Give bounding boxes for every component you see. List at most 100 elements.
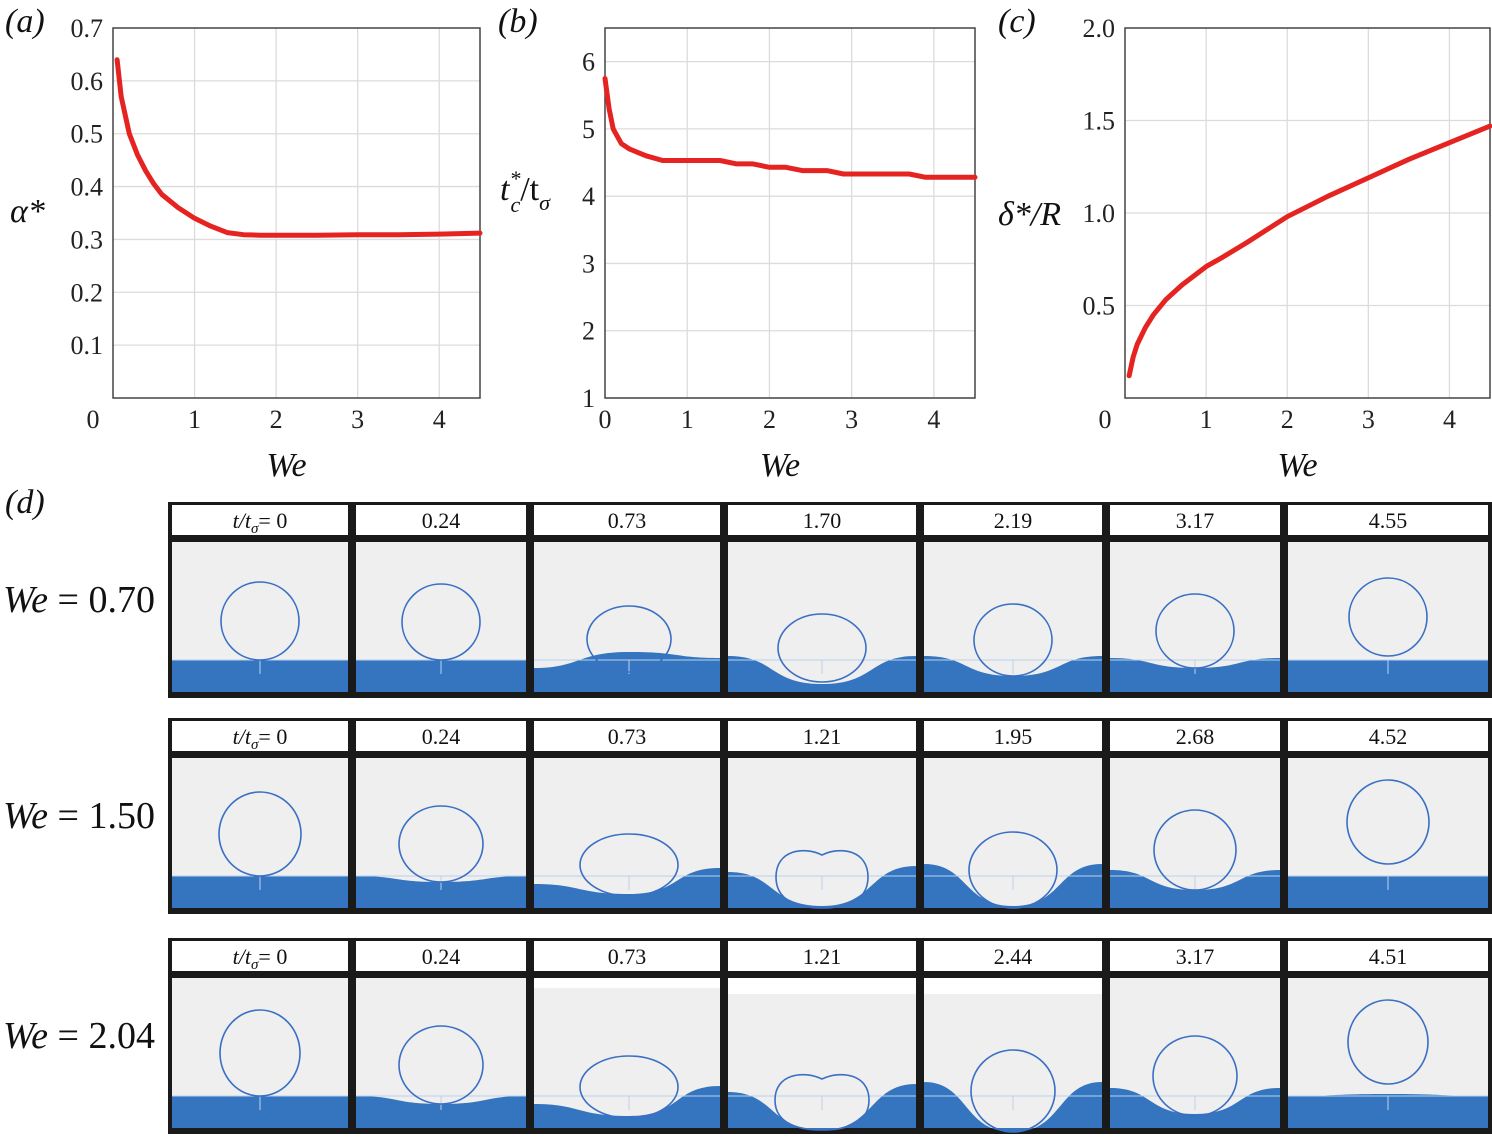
- time-cell: [924, 505, 1102, 535]
- liquid-pool: [1288, 1094, 1488, 1128]
- time-label: 1.21: [803, 724, 842, 749]
- drop-outline: [401, 583, 481, 661]
- time-cell: [1288, 941, 1488, 971]
- drop-outline: [398, 805, 484, 883]
- time-cell: [924, 941, 1102, 971]
- liquid-pool: [356, 660, 526, 692]
- drop-outline: [973, 603, 1053, 677]
- y-tick-label: 1.5: [1083, 107, 1116, 136]
- y-tick-label: 0.6: [71, 67, 104, 96]
- time-label: t/tσ= 0: [233, 724, 288, 753]
- y-tick-label: 3: [582, 249, 595, 278]
- x-tick-label: 2: [1281, 405, 1294, 434]
- we-label: We = 0.70: [3, 579, 155, 621]
- x-tick-label: 3: [351, 405, 364, 434]
- time-cell: [356, 505, 526, 535]
- liquid-pool: [172, 876, 348, 908]
- time-cell: [1288, 721, 1488, 751]
- panel-letter: (b): [498, 3, 538, 40]
- snapshot-row-1: We = 0.70 t/tσ= 0 0.24 0.73 1.70 2.19 3.17 4.55: [3, 502, 1492, 698]
- y-tick-label: 2.0: [1083, 14, 1116, 43]
- x-tick-label: 2: [270, 405, 283, 434]
- x-tick-label: 3: [845, 405, 858, 434]
- we-label: We = 2.04: [3, 1015, 155, 1057]
- drop-outline: [219, 1009, 301, 1097]
- time-cell: [728, 941, 916, 971]
- liquid-pool: [172, 1096, 348, 1128]
- plot-frame: [112, 27, 481, 399]
- liquid-pool: [728, 1084, 916, 1130]
- x-tick-label: 0: [87, 405, 100, 434]
- time-cell: [1288, 505, 1488, 535]
- drop-outline: [777, 613, 867, 683]
- drop-outline: [1348, 577, 1428, 657]
- x-tick-label: 1: [188, 405, 201, 434]
- y-tick-label: 0.5: [71, 120, 104, 149]
- y-tick-label: 1: [582, 384, 595, 413]
- liquid-pool: [1110, 870, 1280, 908]
- time-label: 4.52: [1369, 724, 1408, 749]
- panel-letter: (a): [5, 3, 45, 40]
- y-tick-label: 0.5: [1083, 292, 1116, 321]
- plot-frame: [1124, 27, 1491, 399]
- x-tick-label: 1: [1200, 405, 1213, 434]
- drop-outline: [1155, 593, 1235, 669]
- time-label: 0.24: [422, 944, 461, 969]
- liquid-pool: [924, 656, 1102, 692]
- x-tick-label: 2: [763, 405, 776, 434]
- y-tick-label: 4: [582, 182, 595, 211]
- we-label: We = 1.50: [3, 795, 155, 837]
- x-axis-label: We: [1277, 447, 1317, 484]
- time-label: 0.73: [608, 944, 647, 969]
- liquid-pool: [728, 656, 916, 692]
- time-label: 2.19: [994, 508, 1033, 533]
- liquid-pool: [924, 1082, 1102, 1132]
- liquid-pool: [924, 864, 1102, 908]
- time-label: t/tσ= 0: [233, 508, 288, 537]
- drop-outline: [579, 833, 679, 897]
- time-label: 1.70: [803, 508, 842, 533]
- x-axis-label: We: [266, 447, 306, 484]
- liquid-pool: [534, 1086, 720, 1128]
- x-axis-label: We: [760, 447, 800, 484]
- time-cell: [172, 505, 348, 535]
- liquid-pool: [728, 866, 916, 908]
- plot-frame: [604, 27, 976, 399]
- data-series-line: [1126, 123, 1492, 379]
- drop-outline: [398, 1025, 484, 1105]
- time-label: 0.73: [608, 508, 647, 533]
- y-axis-label: t* c/tσ: [500, 166, 551, 217]
- liquid-pool: [1288, 876, 1488, 908]
- time-cell: [1110, 505, 1280, 535]
- drop-outline: [775, 849, 869, 909]
- x-tick-label: 1: [681, 405, 694, 434]
- drop-outline: [1346, 779, 1430, 865]
- y-axis-label: δ*/R: [998, 196, 1061, 233]
- y-tick-label: 0.2: [71, 278, 104, 307]
- liquid-pool: [356, 876, 526, 908]
- liquid-pool: [1110, 1088, 1280, 1128]
- time-cell: [1110, 721, 1280, 751]
- drop-outline: [586, 605, 672, 673]
- drop-outline: [774, 1073, 870, 1131]
- time-cell: [728, 721, 916, 751]
- time-cell: [356, 941, 526, 971]
- y-tick-label: 2: [582, 317, 595, 346]
- time-label: 0.24: [422, 508, 461, 533]
- time-cell: [534, 941, 720, 971]
- time-label: 4.51: [1369, 944, 1408, 969]
- liquid-pool: [534, 868, 720, 908]
- time-cell: [172, 941, 348, 971]
- time-label: 4.55: [1369, 508, 1408, 533]
- liquid-pool: [172, 660, 348, 692]
- y-tick-label: 0.7: [71, 14, 104, 43]
- liquid-pool: [356, 1096, 526, 1128]
- y-tick-label: 0.3: [71, 225, 104, 254]
- time-cell: [1110, 941, 1280, 971]
- y-tick-label: 5: [582, 115, 595, 144]
- drop-outline: [220, 581, 300, 661]
- panel-letter: (d): [5, 484, 45, 521]
- drop-outline: [1153, 809, 1237, 891]
- time-label: 3.17: [1176, 944, 1215, 969]
- liquid-pool: [1110, 658, 1280, 692]
